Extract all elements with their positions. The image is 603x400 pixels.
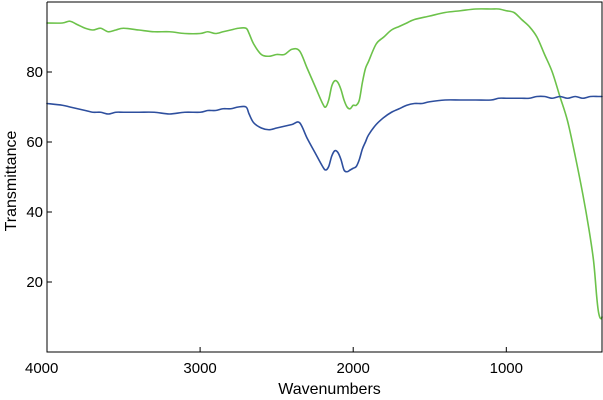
series-line-blue	[46, 95, 603, 173]
x-tick-label: 2000	[337, 360, 370, 377]
y-tick-label: 60	[26, 134, 43, 151]
y-tick-label: 40	[26, 204, 43, 221]
x-tick-label: 3000	[183, 360, 216, 377]
y-tick-label: 80	[26, 64, 43, 81]
x-tick-label: 4000	[25, 360, 58, 377]
axes-frame	[46, 1, 603, 353]
series-line-green	[46, 8, 603, 320]
x-axis-ticks: 4000 3000 2000 1000	[25, 347, 523, 377]
y-axis-title: Transmittance	[3, 131, 20, 232]
y-axis-ticks: 20 40 60 80	[26, 64, 52, 291]
y-tick-label: 20	[26, 274, 43, 291]
x-axis-title: Wavenumbers	[278, 381, 381, 398]
x-tick-label: 1000	[490, 360, 523, 377]
plot-series	[46, 8, 603, 320]
